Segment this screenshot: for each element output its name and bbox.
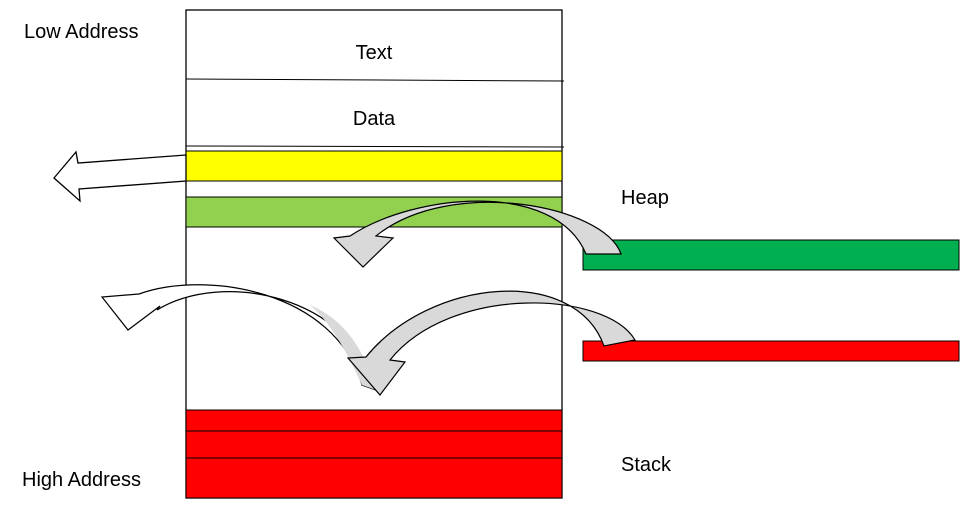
high-address-label: High Address: [22, 469, 141, 491]
yellow-block: [185, 150, 563, 182]
stack-block-top: [185, 409, 563, 432]
heap-curved-arrow: [332, 200, 622, 268]
red-block-curved-arrow: [346, 290, 636, 396]
stack-block-bottom: [185, 457, 563, 499]
data-divider: [185, 145, 565, 148]
left-curved-arrow: [100, 284, 377, 391]
stack-label: Stack: [621, 454, 672, 476]
stack-block-middle: [185, 430, 563, 459]
text-data-divider: [185, 78, 565, 82]
left-block-arrow: [53, 150, 187, 203]
low-address-label: Low Address: [24, 21, 139, 43]
red-block-right: [582, 340, 960, 362]
heap-label: Heap: [621, 187, 669, 209]
heap-block: [582, 239, 960, 271]
text-segment-label: Text: [356, 42, 393, 64]
data-segment-label: Data: [353, 108, 396, 130]
